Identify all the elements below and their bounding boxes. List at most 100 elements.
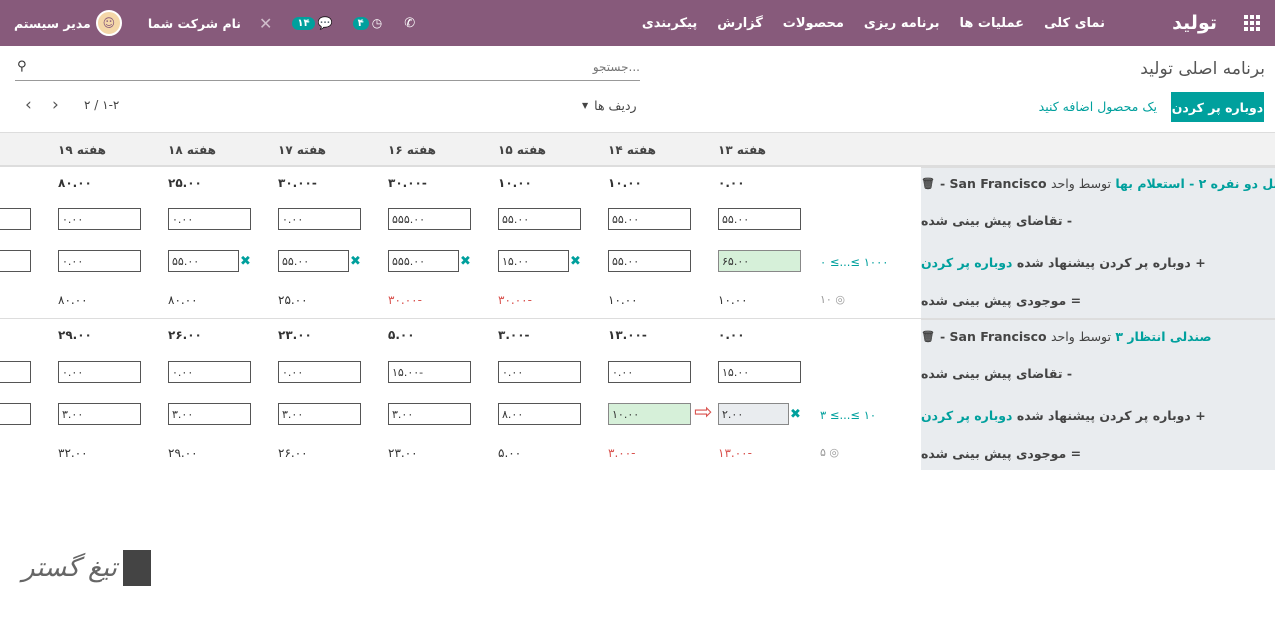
forecast-input[interactable]: ۰.۰۰ (608, 361, 691, 383)
replenish-input[interactable]: ۱۵.۰۰ (498, 250, 569, 272)
phone-icon[interactable]: ✆ (404, 15, 416, 31)
min-max-bounds[interactable]: ۳ ≤...≤ ۱۰ (820, 408, 877, 422)
week-header: هفته ۱۳ (718, 143, 766, 157)
replenish-input-overflow[interactable] (0, 403, 31, 425)
trash-icon[interactable]: 🗑 (921, 177, 935, 190)
forecast-input[interactable]: ۵۵.۰۰ (608, 208, 691, 230)
main-menu: نمای کلی عملیات ها برنامه ریزی محصولات گ… (632, 0, 1115, 46)
pager-next-icon[interactable]: › (52, 95, 59, 115)
product-name[interactable]: صندلی انتظار ۳ (1115, 328, 1212, 344)
forecast-input-overflow[interactable] (0, 361, 31, 383)
menu-products[interactable]: محصولات (782, 15, 844, 31)
warehouse-name: San Francisco - (939, 328, 1047, 344)
replenish-text: + دوباره پر کردن پیشنهاد شده (1016, 254, 1206, 270)
min-max-bounds[interactable]: ۰ ≤...≤ ۱۰۰۰ (820, 255, 889, 269)
total-value: ۲۶.۰۰ (168, 328, 202, 342)
reset-icon[interactable]: ✖ (460, 254, 471, 269)
reset-icon[interactable]: ✖ (790, 407, 801, 422)
forecast-input[interactable]: ۵۵۵.۰۰ (388, 208, 471, 230)
menu-planning[interactable]: برنامه ریزی (863, 15, 940, 31)
replenish-input[interactable]: ۲.۰۰ (718, 403, 789, 425)
product-row: صندلی انتظار ۳ توسط واحد San Francisco -… (0, 318, 1275, 352)
clock-icon: ◷ (371, 16, 383, 30)
forecast-input[interactable]: ۵۵.۰۰ (718, 208, 801, 230)
menu-reporting[interactable]: گزارش (717, 15, 763, 31)
stock-value: ۱۰.۰۰ (718, 293, 748, 307)
forecast-stock-label: = موجودی پیش بینی شده (921, 436, 1275, 470)
week-header: هفته ۱۴ (608, 143, 656, 157)
product-name[interactable]: [۰۰۲] مبل دو نفره ۲ - استعلام بها (1115, 176, 1275, 191)
company-switcher[interactable]: نام شرکت شما (147, 15, 242, 31)
menu-operations[interactable]: عملیات ها (959, 15, 1025, 31)
replenish-input[interactable]: ۰.۰۰ (58, 250, 141, 272)
replenish-input[interactable]: ۳.۰۰ (388, 403, 471, 425)
forecast-input[interactable]: ۰.۰۰ (278, 361, 361, 383)
forecast-input[interactable]: ۰.۰۰ (58, 208, 141, 230)
suggested-replenish-row: + دوباره پر کردن پیشنهاد شده دوباره پر ک… (0, 394, 1275, 436)
stock-value: ۳۲.۰۰ (58, 446, 88, 460)
apps-menu-icon[interactable] (1237, 0, 1267, 46)
arrow-right-icon: ⇨ (694, 400, 713, 425)
replenish-input[interactable]: ۸.۰۰ (498, 403, 581, 425)
grid-header: هفته ۱۳ هفته ۱۴ هفته ۱۵ هفته ۱۶ هفته ۱۷ … (0, 132, 1275, 166)
menu-overview[interactable]: نمای کلی (1044, 15, 1105, 31)
pager-prev-icon[interactable]: ‹ (25, 95, 32, 115)
add-product-link[interactable]: یک محصول اضافه کنید (1038, 99, 1157, 114)
replenish-input[interactable]: ۶۵.۰۰ (718, 250, 801, 272)
forecast-input[interactable]: ۱۵.۰۰ (718, 361, 801, 383)
pager-value[interactable]: ۱-۲ / ۲ (84, 98, 120, 112)
replenish-input[interactable]: ۱۰.۰۰ (608, 403, 691, 425)
forecast-input[interactable]: ۰.۰۰ (278, 208, 361, 230)
total-value: ۳۰.۰۰- (278, 176, 317, 190)
stock-value: ۲۹.۰۰ (168, 446, 198, 460)
suggested-replenish-label: + دوباره پر کردن پیشنهاد شده دوباره پر ک… (921, 241, 1275, 283)
search-icon[interactable]: ⚲ (17, 59, 27, 74)
forecast-input[interactable]: ۰.۰۰ (58, 361, 141, 383)
menu-configuration[interactable]: پیکربندی (641, 15, 698, 31)
close-icon[interactable]: ✕ (259, 13, 273, 33)
total-value: ۳۰.۰۰- (388, 176, 427, 190)
total-value: ۰.۰۰ (718, 328, 745, 342)
replenish-input[interactable]: ۵۵۵.۰۰ (388, 250, 459, 272)
activity-menu[interactable]: ۴ ◷ (352, 16, 383, 30)
trash-icon[interactable]: 🗑 (921, 329, 935, 343)
stock-value: ۵.۰۰ (498, 446, 522, 460)
week-header: هفته ۱۶ (388, 143, 436, 157)
replenish-input[interactable]: ۵۵.۰۰ (608, 250, 691, 272)
rows-dropdown[interactable]: ▼ ردیف ها (582, 98, 637, 113)
search-input[interactable] (50, 60, 640, 74)
avatar: ☺ (95, 10, 122, 36)
reset-icon[interactable]: ✖ (570, 254, 581, 269)
replenish-input[interactable]: ۵۵.۰۰ (278, 250, 349, 272)
search-box[interactable]: ⚲ (15, 55, 640, 81)
app-brand[interactable]: تولید (1172, 12, 1217, 34)
product-label: [۰۰۲] مبل دو نفره ۲ - استعلام بها توسط و… (921, 167, 1275, 199)
lead-time: ۵ ◎ (820, 446, 840, 459)
forecast-input[interactable]: ۰.۰۰ (168, 208, 251, 230)
page-title: برنامه اصلی تولید (1140, 59, 1265, 79)
week-header: هفته ۱۹ (58, 143, 106, 157)
forecast-input[interactable]: ۵۵.۰۰ (498, 208, 581, 230)
replenish-input[interactable]: ۳.۰۰ (58, 403, 141, 425)
watermark: تیغ گستر (22, 550, 151, 586)
replenish-input[interactable]: ۳.۰۰ (278, 403, 361, 425)
reset-icon[interactable]: ✖ (240, 254, 251, 269)
replenish-input[interactable]: ۵۵.۰۰ (168, 250, 239, 272)
lead-time: ۱۰ ◎ (820, 293, 845, 306)
forecast-input-overflow[interactable] (0, 208, 31, 230)
user-menu[interactable]: ☺ مدیر سیستم (14, 10, 122, 36)
replenish-button[interactable]: دوباره پر کردن (1171, 92, 1264, 122)
replenish-input[interactable]: ۳.۰۰ (168, 403, 251, 425)
reset-icon[interactable]: ✖ (350, 254, 361, 269)
forecast-input[interactable]: ۰.۰۰ (168, 361, 251, 383)
week-header: هفته ۱۸ (168, 143, 216, 157)
replenish-input-overflow[interactable] (0, 250, 31, 272)
messages-menu[interactable]: ۱۴ 💬 (292, 16, 333, 30)
product-unit: توسط واحد (1050, 176, 1111, 191)
forecast-input[interactable]: ۰.۰۰ (498, 361, 581, 383)
forecast-input[interactable]: ۱۵.۰۰- (388, 361, 471, 383)
replenish-link[interactable]: دوباره پر کردن (921, 407, 1013, 423)
replenish-link[interactable]: دوباره پر کردن (921, 254, 1013, 270)
systray: ☺ مدیر سیستم نام شرکت شما ✕ ۱۴ 💬 ۴ ◷ ✆ (14, 0, 415, 46)
warehouse-name: San Francisco - (939, 176, 1047, 191)
